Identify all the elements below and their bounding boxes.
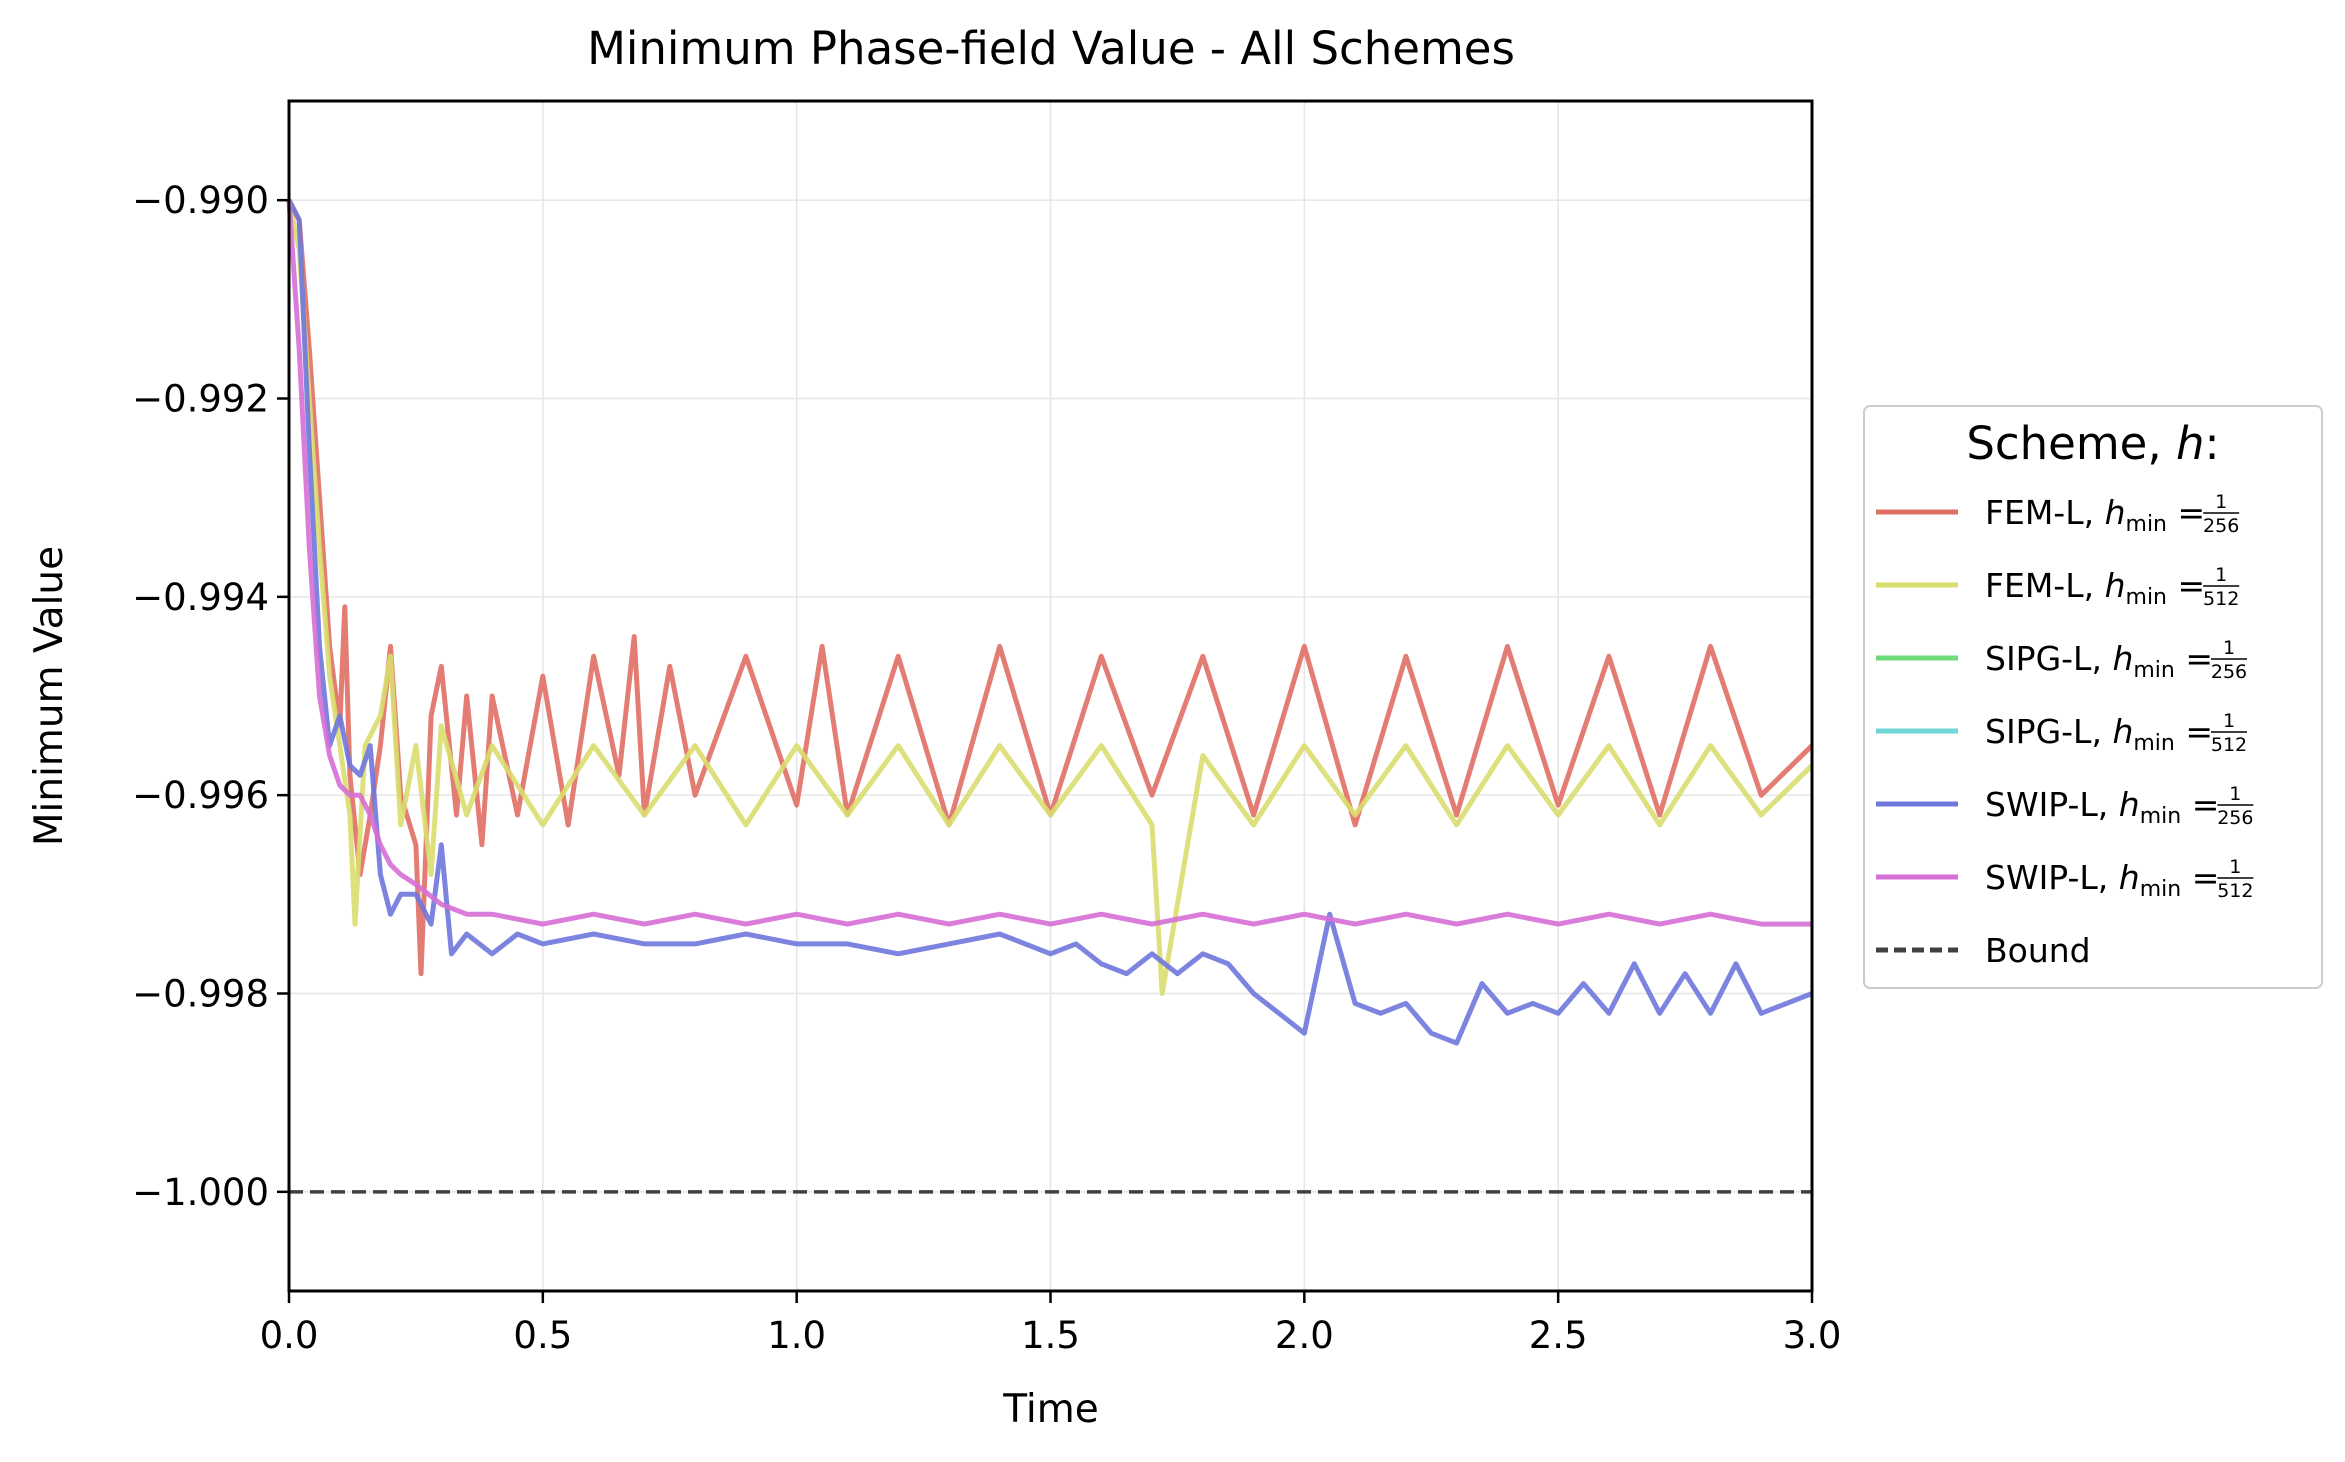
x-tick-label: 2.5 — [1529, 1314, 1588, 1357]
legend-fraction-denominator: 256 — [2211, 661, 2247, 683]
y-axis-label: Minimum Value — [27, 546, 72, 846]
y-tick-label: −1.000 — [132, 1171, 269, 1214]
chart-title: Minimum Phase-field Value - All Schemes — [587, 22, 1515, 75]
legend-fraction-denominator: 512 — [2211, 734, 2247, 756]
x-tick-label: 0.5 — [513, 1314, 572, 1357]
y-tick-label: −0.994 — [132, 576, 269, 619]
x-tick-label: 3.0 — [1783, 1314, 1842, 1357]
y-tick-label: −0.996 — [132, 774, 269, 817]
legend-fraction-numerator: 1 — [2229, 783, 2241, 805]
legend-fraction-numerator: 1 — [2223, 710, 2235, 732]
legend-fraction-denominator: 512 — [2217, 880, 2253, 902]
legend-label: Bound — [1985, 931, 2091, 970]
legend-label: SIPG-L, hmin = — [1985, 712, 2213, 756]
legend-fraction-denominator: 256 — [2217, 807, 2253, 829]
legend-title: Scheme, h: — [1966, 417, 2219, 470]
series-line-1 — [286, 199, 1814, 996]
legend-fraction-numerator: 1 — [2229, 856, 2241, 878]
x-axis: 0.0 0.5 1.0 1.5 2.0 2.5 3.0 — [260, 1291, 1842, 1357]
x-axis-label: Time — [1002, 1387, 1098, 1432]
legend-label: FEM-L, hmin = — [1985, 493, 2205, 537]
legend-fraction-numerator: 1 — [2215, 491, 2227, 513]
y-tick-label: −0.990 — [132, 179, 269, 222]
y-tick-label: −0.992 — [132, 378, 269, 421]
x-tick-label: 0.0 — [260, 1314, 319, 1357]
legend-fraction-denominator: 256 — [2203, 515, 2239, 537]
legend-label: FEM-L, hmin = — [1985, 566, 2205, 610]
y-tick-label: −0.998 — [132, 973, 269, 1016]
legend-fraction-numerator: 1 — [2223, 637, 2235, 659]
y-axis: −0.990 −0.992 −0.994 −0.996 −0.998 −1.000 — [132, 179, 289, 1214]
x-tick-label: 1.0 — [767, 1314, 826, 1357]
series-line-2 — [286, 199, 1813, 1046]
legend-label: SWIP-L, hmin = — [1985, 858, 2219, 902]
series-line-0 — [286, 199, 1814, 977]
legend-frame — [1863, 405, 2323, 989]
legend-entry: Bound — [1876, 931, 2091, 970]
grid-layer — [288, 101, 1813, 1291]
x-tick-label: 1.5 — [1021, 1314, 1080, 1357]
legend-label: SIPG-L, hmin = — [1985, 639, 2213, 683]
x-tick-label: 2.0 — [1275, 1314, 1334, 1357]
legend-fraction-denominator: 512 — [2203, 588, 2239, 610]
legend-label: SWIP-L, hmin = — [1985, 785, 2219, 829]
series-line-3 — [286, 200, 1812, 927]
legend-fraction-numerator: 1 — [2215, 564, 2227, 586]
series-layer — [286, 199, 1814, 1046]
